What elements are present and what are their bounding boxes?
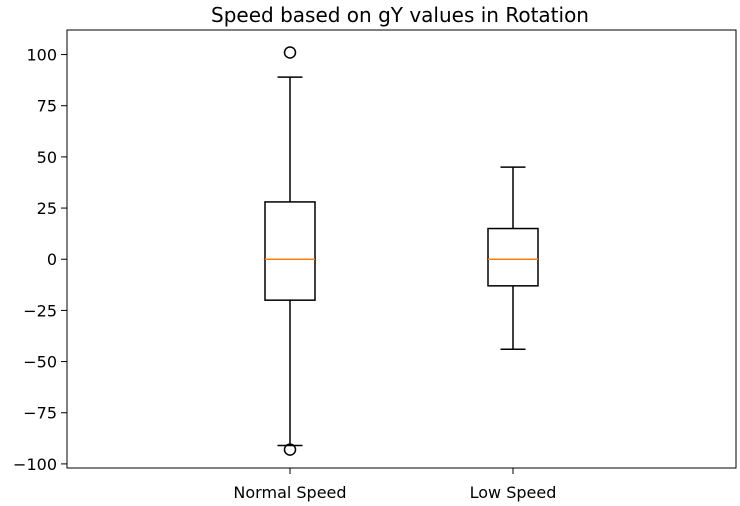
box-iqr xyxy=(487,227,539,287)
boxes xyxy=(264,46,539,456)
y-axis: 100 75 50 25 0 −25 −50 −75 −100 xyxy=(13,46,67,474)
y-tick-label: 50 xyxy=(37,148,57,167)
x-axis: Normal Speed Low Speed xyxy=(233,468,556,502)
y-tick-label: 75 xyxy=(37,97,57,116)
y-tick-label: 25 xyxy=(37,199,57,218)
y-tick-label: 100 xyxy=(26,46,57,65)
box-group xyxy=(487,166,539,351)
x-tick-label: Low Speed xyxy=(470,483,557,502)
y-tick-label: −50 xyxy=(23,353,57,372)
y-tick-label: −75 xyxy=(23,404,57,423)
chart-title: Speed based on gY values in Rotation xyxy=(211,3,589,27)
box-group xyxy=(264,46,316,456)
y-tick-label: 0 xyxy=(47,250,57,269)
y-tick-label: −25 xyxy=(23,301,57,320)
outlier-point xyxy=(283,443,297,456)
y-tick-label: −100 xyxy=(13,455,57,474)
box-iqr xyxy=(264,201,316,301)
plot-area xyxy=(66,29,737,469)
x-tick-label: Normal Speed xyxy=(233,483,346,502)
outlier-point xyxy=(283,46,297,59)
